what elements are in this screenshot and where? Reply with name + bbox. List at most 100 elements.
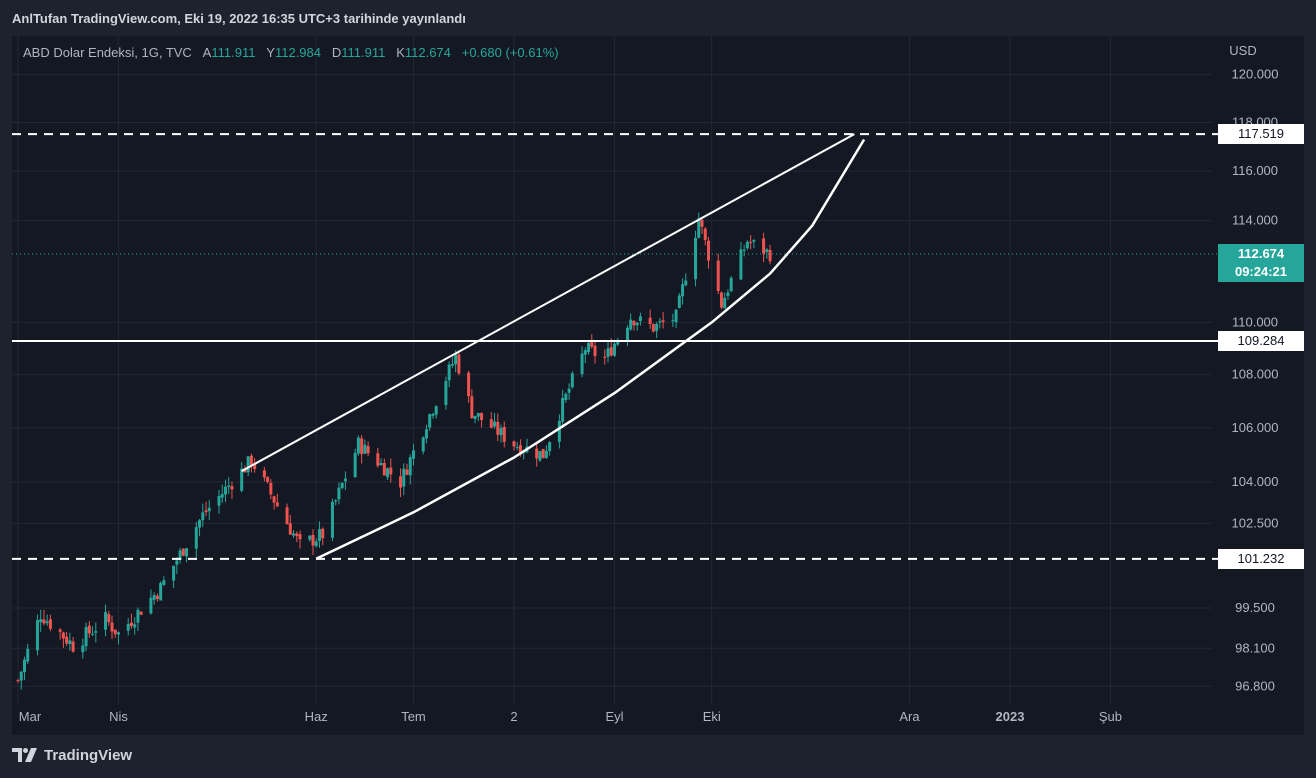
candle-body (583, 350, 587, 355)
candle-body (697, 218, 701, 238)
candle-body (635, 322, 639, 326)
candle-body (45, 621, 49, 624)
candle-body (181, 548, 185, 556)
candle-body (220, 493, 224, 498)
candle-body (230, 486, 234, 490)
y-tick-label: 110.000 (1232, 314, 1278, 329)
open-label: A (202, 45, 212, 60)
candle-body (84, 627, 88, 647)
x-tick-label: Eyl (605, 709, 623, 724)
candle-body (275, 502, 279, 507)
candle-body (703, 228, 707, 240)
y-tick-label: 120.000 (1232, 67, 1279, 82)
candle-body (535, 448, 539, 459)
candle-body (162, 580, 166, 585)
candle-body (655, 323, 659, 331)
candle-body (19, 671, 23, 681)
symbol-legend: ABD Dolar Endeksi, 1G, TVC A111.911 Y112… (23, 45, 559, 60)
candle-body (480, 412, 484, 421)
candle-body (298, 534, 302, 540)
candle-body (658, 321, 662, 323)
candle-body (113, 629, 117, 635)
candle-body (139, 611, 143, 615)
x-tick-label: Mar (19, 709, 42, 724)
candle-body (285, 507, 289, 525)
candle-body (700, 219, 704, 227)
candle-body (726, 292, 730, 297)
candle-body (61, 632, 65, 639)
candle-body (421, 437, 425, 452)
candle-body (408, 457, 412, 476)
candle-body (48, 619, 52, 629)
candle-body (411, 450, 415, 459)
candle-body (541, 449, 545, 459)
candle-body (739, 249, 743, 280)
candle-body (694, 237, 698, 280)
candle-body (71, 641, 75, 652)
candle-body (159, 583, 163, 601)
candle-body (496, 422, 500, 435)
candle-body (716, 260, 720, 292)
candle-body (502, 426, 506, 442)
candle-body (681, 284, 685, 297)
candle-body (104, 612, 108, 630)
candle-body (110, 622, 114, 632)
brand-name: TradingView (44, 746, 133, 764)
candle-body (450, 364, 454, 366)
candle-body (402, 468, 406, 487)
candle-body (149, 597, 153, 614)
candle-body (765, 249, 769, 252)
candle-body (363, 444, 367, 454)
candle-body (35, 620, 39, 651)
candle-body (606, 348, 610, 357)
candle-body (94, 631, 98, 633)
candle-body (308, 535, 312, 540)
candle-body (616, 340, 620, 345)
chart-pane[interactable] (12, 36, 1304, 735)
candle-body (16, 680, 20, 682)
bar-countdown: 09:24:21 (1234, 263, 1288, 279)
candle-body (719, 292, 723, 308)
candle-body (674, 309, 678, 323)
candle-body (360, 438, 364, 455)
candle-body (249, 455, 253, 466)
candle-body (677, 295, 681, 308)
candle-body (42, 619, 46, 624)
y-tick-label: 96.800 (1235, 678, 1275, 693)
candle-body (227, 485, 231, 488)
y-tick-label: 104.000 (1232, 474, 1279, 489)
candle-body (155, 595, 159, 599)
candle-body (424, 429, 428, 439)
open-value: 111.911 (211, 45, 256, 60)
candle-body (217, 495, 221, 506)
high-value: 112.984 (274, 45, 321, 60)
candle-body (570, 373, 574, 388)
candle-body (454, 354, 458, 365)
tradingview-brand[interactable]: TradingView (12, 746, 132, 764)
tradingview-logo-icon (12, 748, 37, 762)
candle-body (253, 463, 257, 470)
y-tick-label: 99.500 (1235, 600, 1275, 615)
candle-body (434, 406, 438, 415)
candle-body (126, 623, 130, 631)
candle-body (58, 629, 62, 632)
candle-body (81, 645, 85, 653)
candle-body (379, 462, 383, 466)
candle-body (648, 317, 652, 325)
candle-body (638, 316, 642, 322)
candle-body (356, 437, 360, 454)
x-tick-label: Tem (401, 709, 426, 724)
level-price-label: 101.232 (1218, 548, 1304, 569)
candle-body (107, 614, 111, 623)
low-value: 111.911 (341, 45, 386, 60)
candle-body (671, 320, 675, 322)
y-tick-label: 108.000 (1232, 367, 1279, 382)
candle-body (22, 659, 26, 673)
candle-body (269, 482, 273, 495)
candle-body (561, 397, 565, 422)
candle-body (201, 512, 205, 521)
candle-body (538, 451, 542, 461)
candle-body (321, 528, 325, 539)
candle-body (376, 453, 380, 466)
